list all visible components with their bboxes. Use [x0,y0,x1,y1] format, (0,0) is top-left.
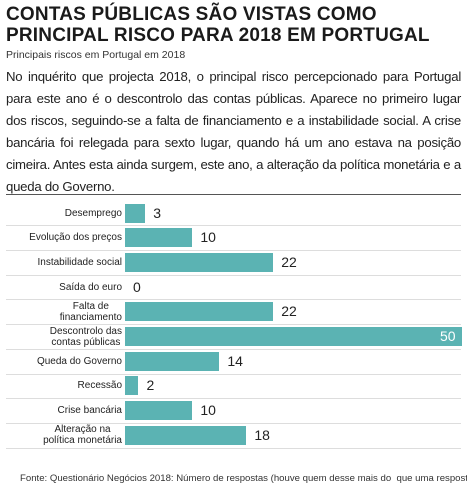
category-label: Recessão [77,380,122,392]
row-separator [6,274,461,276]
bar [125,327,462,346]
row-separator [6,324,461,326]
bar [125,302,274,322]
category-label: Instabilidade social [37,256,123,268]
category-label: Desemprego [64,207,122,219]
bar [125,401,193,421]
value-label: 0 [133,278,141,295]
title: CONTAS PÚBLICAS SÃO VISTAS COMO PRINCIPA… [6,4,430,46]
value-label: 22 [281,303,297,320]
row-separator [6,422,461,424]
category-label: Queda do Governo [36,355,122,367]
rule [6,194,461,195]
row-separator [6,447,461,449]
value-label: 14 [227,352,243,369]
bar [125,351,220,371]
category-label: Saída do euro [59,281,122,293]
category-label: Alteração na política monetária [43,424,122,447]
row-separator [6,398,461,400]
bar [125,376,139,396]
body-text: No inquérito que projecta 2018, o princi… [6,69,461,194]
category-label: Evolução dos preços [29,232,122,244]
value-label: 10 [200,229,216,246]
value-label: 3 [153,204,162,221]
value-label: 22 [281,253,297,270]
value-label: 10 [200,402,216,419]
row-separator [6,250,461,252]
value-label: 50 [440,328,456,344]
source: Fonte: Questionário Negócios 2018: Númer… [20,473,467,484]
chart-title: Principais riscos em Portugal em 2018 [6,49,186,61]
row-separator [6,373,461,375]
bar [125,203,146,223]
category-label: Descontrolo das contas públicas [49,325,122,348]
row-separator [6,225,461,227]
value-label: 2 [146,377,155,394]
bar [125,425,247,445]
bar [125,228,193,248]
row-separator [6,348,461,350]
bar [125,252,274,272]
row-separator [6,299,461,301]
value-label: 18 [254,426,270,443]
category-label: Falta de financiamento [59,300,122,323]
category-label: Crise bancária [57,405,122,417]
